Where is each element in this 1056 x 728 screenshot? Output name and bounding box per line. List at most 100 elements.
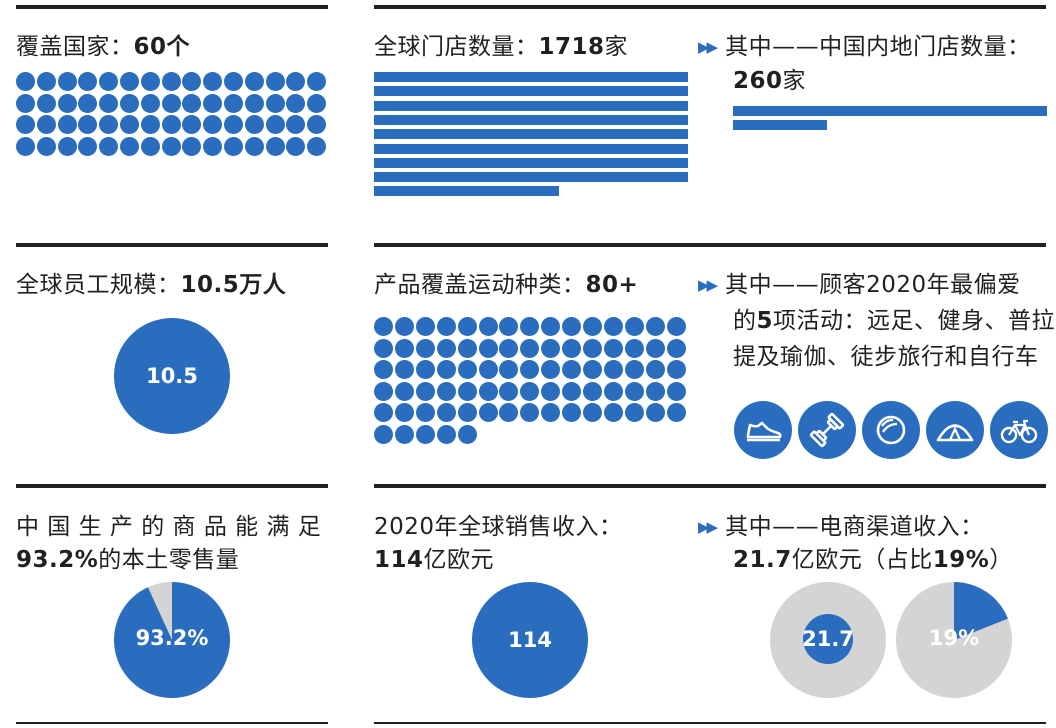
unit-dot: [120, 136, 139, 156]
stores-label: 全球门店数量：: [374, 34, 539, 60]
china-stores-value: 260: [733, 68, 783, 94]
favorites-line1: ▶▶ 其中——顾客2020年最偏爱: [698, 268, 1021, 304]
unit-bar: [733, 106, 1047, 116]
unit-dot: [666, 381, 686, 401]
favorites-text1: 其中——顾客2020年最偏爱: [725, 272, 1021, 298]
unit-dot: [307, 115, 327, 134]
ecom-share-pie: [896, 582, 1012, 698]
unit-dot: [307, 72, 327, 91]
stores-heading: 全球门店数量：1718家: [374, 30, 628, 64]
double-arrow-icon: ▶▶: [698, 38, 718, 56]
tent-icon: [926, 401, 984, 459]
employees-label: 全球员工规模：: [16, 272, 181, 298]
double-arrow-icon: ▶▶: [698, 518, 718, 536]
unit-dot: [161, 93, 181, 113]
unit-dot: [583, 381, 602, 401]
unit-dot: [374, 381, 393, 401]
unit-dot: [265, 115, 285, 134]
unit-dot: [666, 317, 686, 336]
unit-dot: [645, 360, 665, 379]
unit-dot: [562, 317, 582, 336]
unit-dot: [244, 115, 264, 134]
unit-dot: [457, 317, 477, 336]
ecom-circle: 21.7: [802, 614, 854, 664]
unit-dot: [624, 338, 644, 358]
unit-dot: [244, 72, 264, 91]
unit-dot: [520, 338, 540, 358]
unit-dot: [499, 317, 519, 336]
unit-dot: [478, 317, 498, 336]
unit-dot: [541, 381, 561, 401]
favorites-text3: 提及瑜伽、徒步旅行和自行车: [733, 344, 1039, 370]
unit-dot: [415, 381, 435, 401]
local-share-pie: [114, 582, 230, 698]
ecom-unit: 亿欧元（占比: [791, 547, 933, 573]
stores-unit: 家: [604, 34, 629, 60]
unit-dot: [624, 403, 644, 422]
ecom-line1: ▶▶ 其中——电商渠道收入：: [698, 510, 984, 546]
unit-dot: [203, 72, 223, 91]
unit-dot: [645, 317, 665, 336]
unit-dot: [603, 360, 623, 379]
unit-dot: [520, 403, 540, 422]
unit-dot: [415, 424, 435, 444]
unit-dot: [478, 360, 498, 379]
unit-dot: [562, 403, 582, 422]
unit-dot: [583, 403, 602, 422]
unit-dot: [36, 93, 56, 113]
unit-dot: [541, 317, 561, 336]
unit-dot: [583, 317, 602, 336]
unit-dot: [224, 115, 243, 134]
bicycle-icon: [990, 401, 1048, 459]
ecom-share: 19%: [932, 547, 990, 573]
unit-dot: [140, 136, 160, 156]
unit-dot: [224, 136, 243, 156]
unit-dot: [394, 403, 414, 422]
unit-dot: [224, 72, 243, 91]
unit-dot: [286, 115, 306, 134]
unit-dot: [603, 317, 623, 336]
unit-dot: [645, 381, 665, 401]
dumbbell-icon: [798, 401, 856, 459]
stores-value: 1718: [538, 34, 605, 60]
unit-dot: [436, 403, 456, 422]
unit-dot: [99, 72, 119, 91]
unit-dot: [78, 72, 98, 91]
unit-dot: [624, 317, 644, 336]
china-stores-label: 其中——中国内地门店数量：: [725, 34, 1031, 60]
unit-dot: [307, 93, 327, 113]
sales-text1: 2020年全球销售收入：: [374, 514, 623, 540]
ecom-value: 21.7: [733, 547, 792, 573]
unit-dot: [120, 72, 139, 91]
unit-dot: [182, 136, 202, 156]
rule-bottom-left: [16, 722, 328, 724]
unit-dot: [499, 403, 519, 422]
unit-dot: [120, 115, 139, 134]
employees-value: 10.5万人: [180, 272, 287, 298]
rule-bottom-right: [374, 722, 1046, 724]
unit-dot: [161, 72, 181, 91]
ecom-close-paren: ）: [989, 547, 1013, 573]
unit-dot: [374, 424, 393, 444]
unit-dot: [16, 136, 35, 156]
unit-dot: [57, 93, 77, 113]
pie-share-slice: [114, 582, 230, 698]
unit-dot: [265, 136, 285, 156]
unit-dot: [499, 381, 519, 401]
favorites-text2-post: 项活动：远足、健身、普拉: [773, 308, 1056, 334]
unit-dot: [140, 93, 160, 113]
unit-dot: [645, 338, 665, 358]
unit-bar: [374, 186, 560, 197]
unit-dot: [562, 360, 582, 379]
unit-bar: [374, 72, 688, 82]
unit-bar: [374, 114, 688, 125]
unit-bar: [733, 120, 828, 131]
unit-dot: [603, 381, 623, 401]
unit-bar: [374, 86, 688, 97]
sales-unit: 亿欧元: [423, 547, 495, 573]
unit-dot: [436, 360, 456, 379]
unit-dot: [478, 338, 498, 358]
unit-dot: [36, 136, 56, 156]
unit-dot: [57, 115, 77, 134]
unit-dot: [541, 360, 561, 379]
